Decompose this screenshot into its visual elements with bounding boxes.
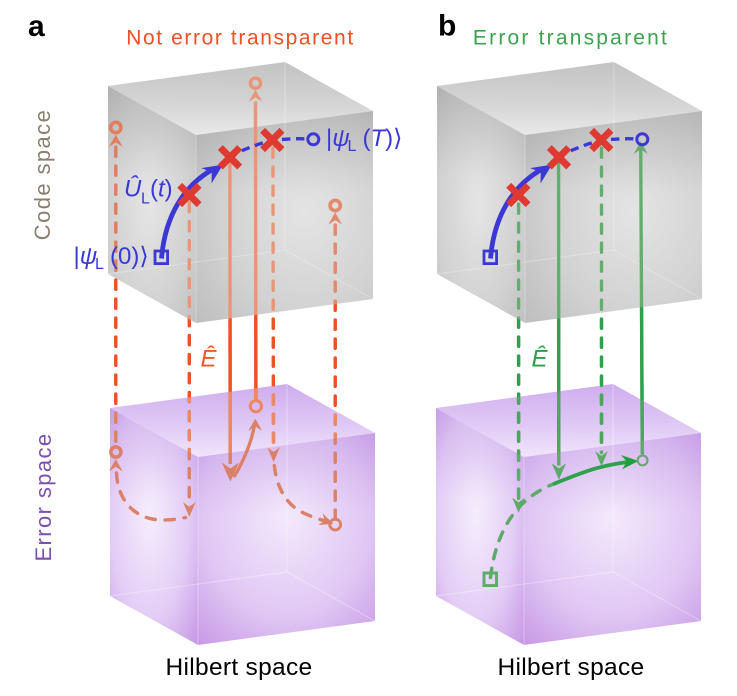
svg-text:Û: Û [124, 175, 142, 203]
svg-text:|ψ: |ψ [74, 243, 98, 270]
svg-text:a: a [28, 10, 45, 43]
svg-text:Ê: Ê [532, 346, 549, 373]
svg-text:L: L [141, 191, 150, 208]
svg-text:Hilbert space: Hilbert space [166, 654, 313, 681]
svg-text:|ψ: |ψ [326, 125, 350, 152]
svg-text:L: L [348, 138, 357, 155]
svg-text:Error transparent: Error transparent [473, 27, 669, 50]
svg-text:Ê: Ê [201, 346, 218, 373]
svg-text:Error space: Error space [31, 432, 56, 561]
svg-text:b: b [438, 10, 456, 43]
svg-text:Code space: Code space [30, 109, 55, 240]
svg-text:(T)⟩: (T)⟩ [363, 125, 403, 152]
svg-text:L: L [95, 256, 104, 273]
svg-text:(t): (t) [150, 176, 173, 203]
svg-text:(0)⟩: (0)⟩ [110, 243, 149, 270]
svg-text:Hilbert space: Hilbert space [498, 654, 645, 681]
svg-text:Not error transparent: Not error transparent [126, 27, 355, 50]
